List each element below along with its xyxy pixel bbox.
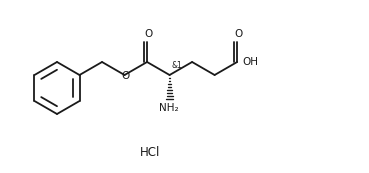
- Text: NH₂: NH₂: [159, 103, 178, 113]
- Text: &1: &1: [172, 61, 182, 70]
- Text: O: O: [121, 71, 130, 81]
- Text: O: O: [144, 29, 152, 39]
- Text: OH: OH: [242, 57, 258, 67]
- Text: O: O: [234, 29, 242, 39]
- Text: HCl: HCl: [140, 145, 160, 158]
